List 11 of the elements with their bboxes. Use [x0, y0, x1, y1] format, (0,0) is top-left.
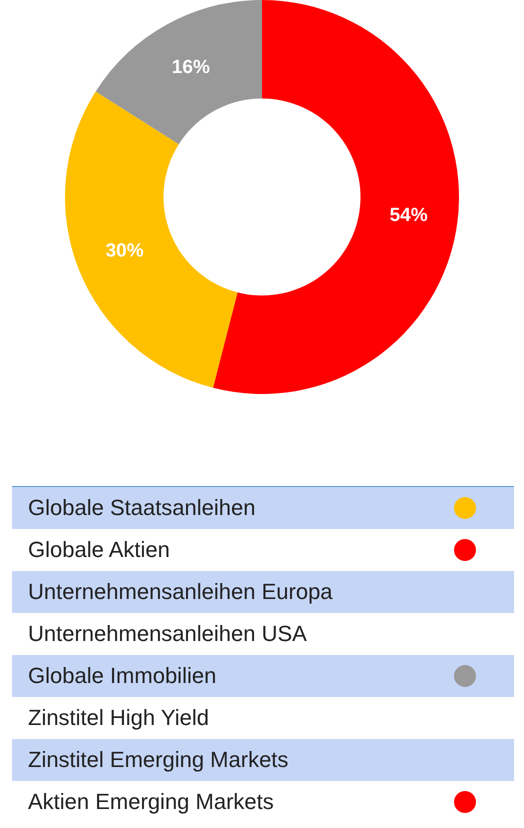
text: Globale Immobilien — [28, 663, 216, 688]
data-label: 30% — [106, 240, 144, 262]
data-label: 16% — [172, 56, 210, 78]
text: Unternehmensanleihen USA — [28, 621, 307, 646]
text: Zinstitel High Yield — [28, 705, 209, 730]
text: Aktien Emerging Markets — [28, 789, 274, 814]
data-label: 54% — [390, 204, 428, 226]
text: Unternehmensanleihen Europa — [28, 579, 333, 604]
text: Globale Aktien — [28, 537, 170, 562]
text: Globale Staatsanleihen — [28, 495, 256, 520]
text: Zinstitel Emerging Markets — [28, 747, 288, 772]
